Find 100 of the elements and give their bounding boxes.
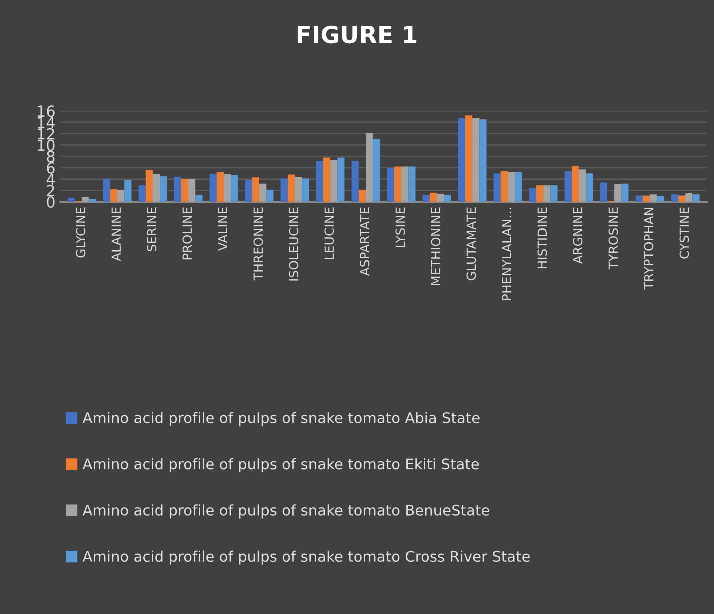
bar <box>650 194 658 202</box>
bar <box>686 193 693 202</box>
legend-label: Amino acid profile of pulps of snake tomato Ekiti State <box>82 458 480 473</box>
bar <box>472 118 480 202</box>
y-tick-label: 0 <box>47 196 55 208</box>
bar <box>316 161 324 202</box>
bar <box>231 175 238 202</box>
x-tick-label: GLUTAMATE <box>466 208 476 280</box>
bar <box>138 186 146 202</box>
legend-label: Amino acid profile of pulps of snake tomato BenueState <box>82 504 490 519</box>
bar <box>430 192 438 202</box>
bar <box>458 118 466 202</box>
bar <box>622 184 629 202</box>
bar <box>692 194 700 202</box>
legend-label: Amino acid profile of pulps of snake tomato Abia State <box>82 412 480 426</box>
bar <box>437 194 444 202</box>
bar <box>394 166 402 202</box>
bar <box>564 171 572 202</box>
bar <box>330 160 338 202</box>
bar <box>408 166 416 202</box>
y-tick-label: 12 <box>38 128 54 140</box>
bar <box>181 179 189 202</box>
bar <box>82 197 90 202</box>
y-tick-label: 8 <box>47 151 55 163</box>
legend-label: Amino acid profile of pulps of snake tomato Cross River State <box>82 550 530 565</box>
x-tick-label: LEUCINE <box>324 208 334 260</box>
x-tick-label: PHENYLALAN... <box>502 208 512 300</box>
bar <box>288 174 296 202</box>
bar <box>480 120 487 202</box>
bar <box>508 172 516 202</box>
bar <box>373 138 380 202</box>
x-tick-label: METHIONINE <box>431 208 441 286</box>
x-tick-label: TRYPTOPHAN <box>644 208 654 290</box>
bar <box>280 178 288 202</box>
bar <box>358 190 366 202</box>
x-tick-label: LYSINE <box>396 208 406 248</box>
x-tick-label: HISTIDINE <box>538 208 548 269</box>
bar <box>444 195 452 202</box>
y-tick-label: 2 <box>47 185 54 196</box>
x-tick-label: VALINE <box>218 208 228 251</box>
bar <box>642 196 650 202</box>
bar <box>160 176 168 202</box>
bar <box>216 172 224 202</box>
bar <box>302 178 310 202</box>
bar <box>89 199 96 202</box>
bar <box>146 170 153 202</box>
bar <box>103 179 110 202</box>
y-tick-label: 14 <box>38 117 55 128</box>
x-tick-label: THREONINE <box>254 208 264 281</box>
x-tick-label: TYROSINE <box>608 208 618 270</box>
chart-title: FIGURE 1 <box>298 26 417 44</box>
bar <box>529 188 536 202</box>
y-tick-label: 6 <box>47 162 55 174</box>
bar <box>124 180 132 202</box>
bar <box>536 186 544 202</box>
bar <box>515 172 522 202</box>
bar <box>252 178 260 202</box>
bar <box>110 190 118 202</box>
bar <box>260 184 267 202</box>
y-tick-label: 4 <box>46 174 55 186</box>
x-tick-label: GLYCINE <box>76 208 86 258</box>
x-tick-label: ALANINE <box>112 208 121 262</box>
bar <box>550 186 558 202</box>
bar <box>657 196 664 202</box>
x-tick-label: CYSTINE <box>680 208 690 259</box>
bar <box>579 170 586 202</box>
bar <box>544 186 551 202</box>
bar <box>68 198 75 202</box>
bar <box>422 195 430 202</box>
bar <box>196 195 203 202</box>
bar <box>266 190 274 202</box>
bar <box>117 190 125 202</box>
bar <box>636 196 643 202</box>
y-tick-label: 10 <box>38 140 55 152</box>
bar <box>210 174 217 202</box>
bar <box>494 174 501 202</box>
x-tick-label: ARGNINE <box>573 208 583 264</box>
bar <box>338 158 345 202</box>
bar <box>671 194 678 202</box>
bar <box>465 116 473 202</box>
x-tick-label: ASPARTATE <box>360 208 370 276</box>
bar <box>153 174 160 202</box>
bar <box>387 168 394 202</box>
bar <box>366 133 374 202</box>
bar <box>352 161 359 202</box>
bar <box>586 174 594 202</box>
bar <box>188 179 196 202</box>
x-tick-label: PROLINE <box>182 208 192 260</box>
bar <box>600 182 608 202</box>
bar <box>678 196 686 202</box>
x-tick-label: SERINE <box>147 208 157 252</box>
bar <box>245 180 252 202</box>
bar <box>295 177 302 202</box>
bar <box>323 158 331 202</box>
bar <box>572 166 580 202</box>
bar <box>174 177 182 202</box>
x-tick-label: ISOLEUCINE <box>289 208 299 281</box>
y-tick-label: 16 <box>38 106 55 118</box>
bar <box>614 184 622 202</box>
bar <box>224 174 232 202</box>
